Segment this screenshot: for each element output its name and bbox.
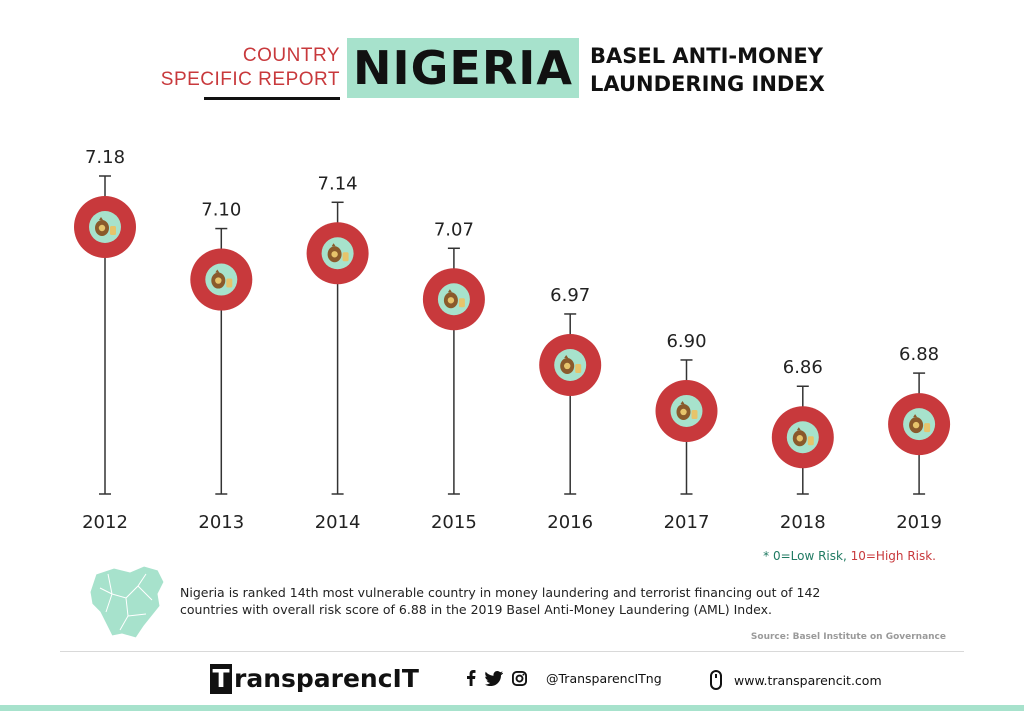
footer-divider [60, 651, 964, 652]
money-bag-icon-tie-2016 [564, 354, 569, 358]
note-low-risk: 0=Low Risk, [772, 549, 847, 563]
instagram-icon[interactable] [512, 670, 527, 686]
value-label-2012: 7.18 [85, 147, 125, 168]
source-credit: Source: Basel Institute on Governance [750, 632, 946, 642]
country-title: NIGERIA [347, 38, 579, 98]
year-label-2017: 2017 [664, 512, 710, 533]
twitter-icon[interactable] [485, 670, 503, 686]
coin-stack-icon-2019 [924, 423, 931, 433]
value-label-2015: 7.07 [434, 219, 474, 240]
note-prefix: * [763, 549, 773, 563]
subtitle-line1: COUNTRY [242, 45, 340, 66]
year-label-2013: 2013 [198, 512, 244, 533]
year-label-2019: 2019 [896, 512, 942, 533]
money-bag-icon-coin-2017 [680, 408, 687, 416]
money-bag-icon-tie-2013 [215, 269, 220, 273]
money-bag-icon-tie-2015 [447, 289, 452, 293]
mouse-icon [710, 670, 722, 690]
summary-text: Nigeria is ranked 14th most vulnerable c… [180, 585, 821, 617]
money-bag-icon-coin-2013 [215, 277, 222, 284]
coin-stack-icon-2012 [110, 226, 116, 235]
money-bag-icon-coin-2012 [98, 224, 106, 232]
brand-logo-text: ransparencIT [234, 664, 419, 693]
value-label-2018: 6.86 [783, 357, 823, 378]
year-label-2018: 2018 [780, 512, 826, 533]
year-label-2014: 2014 [315, 512, 361, 533]
year-label-2015: 2015 [431, 512, 477, 533]
value-label-2014: 7.14 [318, 173, 358, 194]
money-bag-icon-tie-2018 [796, 427, 801, 431]
money-bag-icon-coin-2016 [564, 362, 571, 370]
value-label-2016: 6.97 [550, 285, 590, 306]
money-bag-icon-tie-2019 [913, 414, 918, 418]
nigeria-map-icon [89, 565, 165, 639]
facebook-icon[interactable] [466, 670, 476, 686]
money-bag-icon-tie-2017 [680, 400, 685, 404]
money-bag-icon-tie-2012 [99, 217, 103, 220]
website-link[interactable]: www.transparencit.com [710, 670, 882, 690]
money-bag-icon-coin-2014 [331, 251, 338, 258]
risk-scale-note: * 0=Low Risk, 10=High Risk. [736, 549, 936, 563]
bottom-accent-bar [0, 705, 1024, 711]
subtitle-underline [204, 97, 340, 100]
title-line2: LAUNDERING INDEX [590, 72, 825, 96]
coin-stack-icon-2016 [575, 363, 582, 373]
coin-stack-icon-2014 [342, 252, 349, 262]
coin-stack-icon-2018 [807, 436, 814, 446]
social-handle[interactable]: @TransparencITng [546, 670, 662, 686]
coin-stack-icon-2015 [458, 298, 465, 308]
money-bag-icon-coin-2019 [912, 421, 920, 429]
value-label-2019: 6.88 [899, 344, 939, 365]
value-label-2013: 7.10 [201, 200, 241, 221]
report-subtitle: COUNTRY SPECIFIC REPORT [150, 44, 340, 92]
website-url[interactable]: www.transparencit.com [734, 672, 882, 688]
year-label-2016: 2016 [547, 512, 593, 533]
money-bag-icon-coin-2015 [447, 297, 455, 304]
value-label-2017: 6.90 [666, 331, 706, 352]
social-links: @TransparencITng [466, 670, 662, 686]
note-high-risk: 10=High Risk. [850, 549, 936, 563]
money-bag-icon-coin-2018 [796, 435, 803, 442]
coin-stack-icon-2017 [691, 409, 698, 419]
subtitle-line2: SPECIFIC REPORT [160, 69, 340, 90]
money-bag-icon-tie-2014 [331, 243, 336, 247]
title-line1: BASEL ANTI-MONEY [590, 44, 823, 68]
index-title: BASEL ANTI-MONEY LAUNDERING INDEX [590, 42, 890, 98]
year-label-2012: 2012 [82, 512, 128, 533]
coin-stack-icon-2013 [226, 278, 233, 288]
brand-logo-mark: T [210, 664, 232, 694]
